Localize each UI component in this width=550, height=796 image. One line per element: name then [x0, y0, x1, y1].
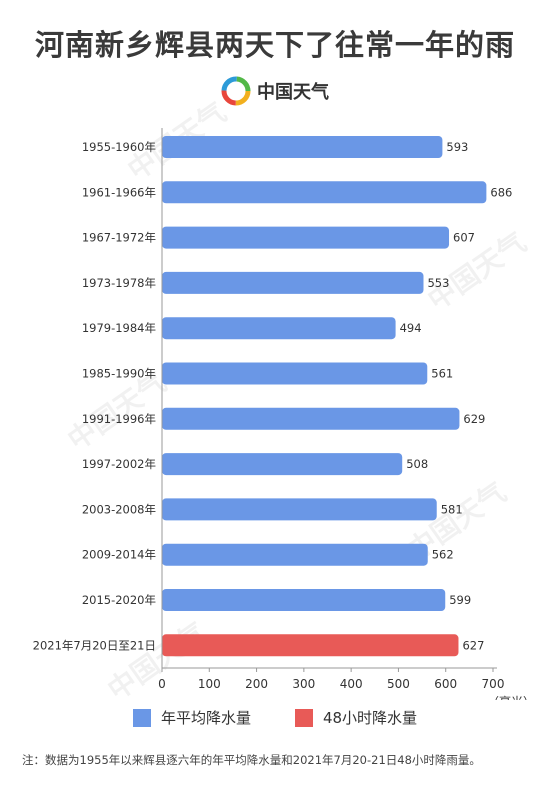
footnote: 注：数据为1955年以来辉县逐六年的年平均降水量和2021年7月20-21日48… [22, 753, 481, 767]
legend: 年平均降水量 48小时降水量 [0, 707, 550, 728]
bar [162, 136, 443, 158]
bar [162, 362, 428, 385]
data-label: 593 [446, 140, 468, 154]
x-tick-label: 600 [434, 677, 457, 691]
data-label: 561 [431, 367, 453, 381]
data-label: 553 [427, 276, 449, 290]
category-label: 1985-1990年 [82, 367, 156, 381]
legend-label-48h: 48小时降水量 [322, 709, 418, 727]
x-tick-label: 0 [158, 677, 166, 691]
bar [162, 271, 424, 294]
category-label: 1973-1978年 [82, 276, 156, 290]
bar [162, 317, 396, 340]
data-label: 599 [449, 593, 471, 607]
category-label: 2003-2008年 [82, 502, 156, 516]
legend-swatch-48h [294, 708, 313, 727]
bar-chart: 1955-1960年 593 1961-1966年 686 1967-1972年 607 1… [33, 128, 535, 700]
category-label: 1979-1984年 [82, 321, 156, 335]
category-label: 1961-1966年 [82, 185, 156, 199]
bar [162, 634, 459, 657]
data-label: 629 [463, 412, 485, 426]
x-tick-label: 500 [387, 677, 410, 691]
china-weather-logo-icon [221, 76, 251, 106]
bar [162, 543, 428, 566]
bar [162, 226, 450, 249]
brand-name: 中国天气 [257, 82, 329, 103]
legend-label-annual: 年平均降水量 [160, 709, 251, 727]
data-label: 581 [441, 502, 463, 516]
x-tick-label: 100 [198, 677, 221, 691]
category-label: 1955-1960年 [82, 140, 156, 154]
x-tick-label: 400 [340, 677, 363, 691]
category-label: 2021年7月20日至21日 [33, 638, 156, 652]
data-label: 627 [462, 638, 484, 652]
legend-item-annual: 年平均降水量 [132, 707, 251, 728]
bar [162, 407, 460, 430]
bar [162, 498, 437, 521]
category-label: 1997-2002年 [82, 457, 156, 471]
category-label: 2015-2020年 [82, 593, 156, 607]
data-label: 508 [406, 457, 428, 471]
data-label: 607 [453, 231, 475, 245]
category-label: 1991-1996年 [82, 412, 156, 426]
bar [162, 589, 446, 611]
data-label: 686 [490, 185, 512, 199]
x-tick-label: 300 [292, 677, 315, 691]
bar [162, 453, 403, 476]
x-axis-unit: （毫米） [487, 694, 535, 700]
x-tick-label: 200 [245, 677, 268, 691]
category-label: 2009-2014年 [82, 548, 156, 562]
x-tick-label: 700 [482, 677, 505, 691]
brand-header: 中国天气 [0, 76, 550, 106]
bar [162, 181, 487, 204]
data-label: 494 [400, 321, 422, 335]
legend-item-48h: 48小时降水量 [294, 707, 418, 728]
data-label: 562 [432, 548, 454, 562]
legend-swatch-annual [132, 708, 151, 727]
chart-title: 河南新乡辉县两天下了往常一年的雨 [34, 28, 515, 62]
category-label: 1967-1972年 [82, 231, 156, 245]
